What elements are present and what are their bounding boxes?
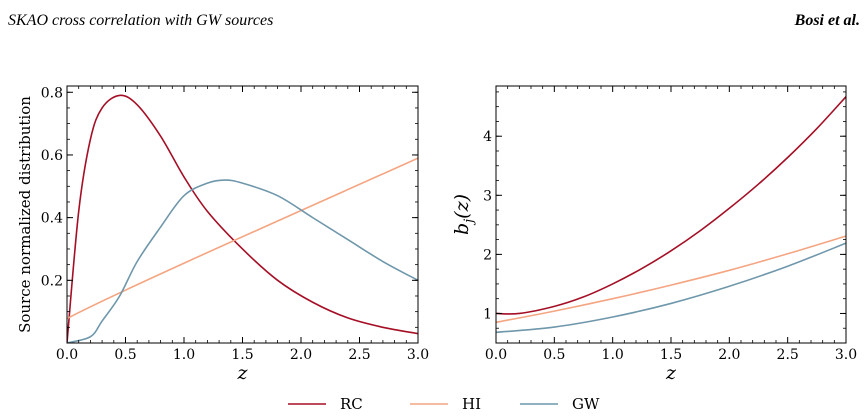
y-tick-label: 1 [483,306,492,322]
x-tick-label: 0.5 [114,347,136,363]
y-tick-label: 3 [483,188,492,204]
page-header: SKAO cross correlation with GW sources B… [8,12,860,36]
series-line-gw [67,179,418,343]
left-chart: 0.0 0.5 1.0 1.5 2.0 2.5 3.0 0.2 0.4 0.6 0.8 z Source… [16,85,429,384]
x-tick-label: 1.5 [231,347,253,363]
running-title: SKAO cross correlation with GW sources [8,12,274,29]
x-tick-label: 0.5 [543,347,565,363]
x-tick-label: 2.0 [718,347,740,363]
y-axis-label: Source normalized distribution [16,96,34,333]
y-tick-label: 4 [483,129,492,145]
y-tick-label: 0.6 [41,148,63,164]
right-chart: 0.0 0.5 1.0 1.5 2.0 2.5 3.0 1 2 3 4 z bj(z) [451,85,857,384]
series-line-gw [496,242,846,334]
x-tick-label: 0.0 [56,347,78,363]
x-tick-label: 2.0 [290,347,312,363]
series-line-rc [496,96,846,315]
legend-label-rc: RC [340,395,363,413]
x-tick-label: 1.0 [173,347,195,363]
legend: RC HI GW [288,395,600,413]
series-line-hi [496,235,846,324]
legend-label-hi: HI [462,395,481,413]
x-tick-label: 2.5 [777,347,799,363]
running-authors: Bosi et al. [794,12,860,29]
x-tick-label: 3.0 [835,347,857,363]
x-tick-label: 0.0 [485,347,507,363]
y-tick-label: 0.2 [41,273,63,289]
x-tick-label: 3.0 [407,347,429,363]
y-axis-label: bj(z) [451,194,477,235]
x-tick-label: 1.5 [660,347,682,363]
series-line-rc [67,94,418,343]
plot-frame [495,85,847,344]
series-line-hi [67,157,418,343]
x-axis-label: z [236,362,248,384]
x-axis-label: z [665,362,677,384]
y-tick-label: 0.4 [41,211,63,227]
x-tick-label: 2.5 [348,347,370,363]
plot-frame [66,85,419,344]
y-tick-label: 0.8 [41,85,63,101]
x-tick-label: 1.0 [602,347,624,363]
y-tick-label: 2 [483,247,492,263]
legend-label-gw: GW [572,395,600,413]
